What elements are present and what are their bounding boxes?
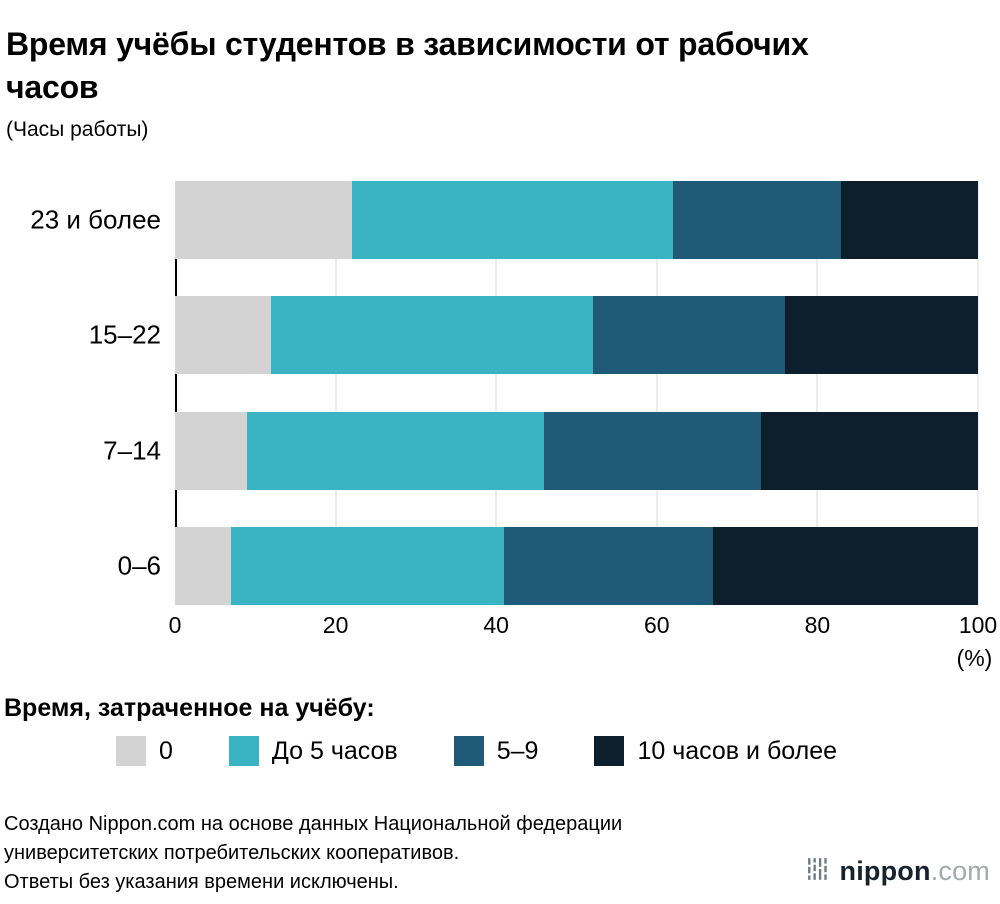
legend-label: 10 часов и более bbox=[637, 736, 838, 765]
bar-segment bbox=[271, 296, 593, 375]
category-label: 0–6 bbox=[117, 550, 161, 581]
category-label: 23 и более bbox=[30, 204, 161, 235]
x-tick-label: 80 bbox=[804, 612, 831, 638]
source-note-line: Создано Nippon.com на основе данных Наци… bbox=[4, 813, 623, 835]
bar-segment bbox=[247, 411, 545, 490]
bar-segment bbox=[231, 526, 505, 605]
category-label: 15–22 bbox=[88, 319, 161, 350]
legend-title: Время, затраченное на учёбу: bbox=[4, 694, 375, 722]
bar-segment bbox=[351, 181, 673, 259]
x-axis: (%) 0 20 40 60 80 100 bbox=[169, 612, 998, 682]
stacked-bar bbox=[175, 411, 978, 490]
bar-segment bbox=[175, 181, 352, 259]
bar-row: 0–6 bbox=[118, 526, 978, 605]
legend-swatch bbox=[453, 736, 484, 766]
legend: 0 До 5 часов 5–9 10 часов и более bbox=[116, 736, 837, 766]
bar-segment bbox=[761, 411, 978, 490]
legend-item: 10 часов и более bbox=[594, 736, 837, 766]
plot-area: 23 и более 15–22 7–14 0–6 bbox=[30, 181, 979, 605]
y-axis-line bbox=[175, 181, 177, 605]
gridlines bbox=[175, 181, 979, 605]
bar-segment bbox=[175, 296, 272, 375]
legend-item: 0 bbox=[116, 736, 173, 766]
nippon-logo-name: nippon bbox=[839, 856, 931, 886]
source-note-line: университетских потребительских кооперат… bbox=[4, 842, 460, 864]
bar-segment bbox=[841, 181, 978, 259]
legend-label: 5–9 bbox=[496, 736, 539, 765]
gridline bbox=[656, 181, 658, 605]
legend-swatch bbox=[594, 736, 625, 766]
nippon-logo-suffix: .com bbox=[930, 856, 990, 886]
x-tick-label: 20 bbox=[322, 612, 349, 638]
bar-segment bbox=[672, 181, 842, 259]
bar-segment bbox=[544, 411, 762, 490]
nippon-logo-text: nippon.com bbox=[840, 856, 990, 887]
x-tick-label: 100 bbox=[958, 612, 998, 638]
gridline bbox=[495, 181, 497, 605]
bar-row: 15–22 bbox=[89, 296, 978, 375]
legend-item: До 5 часов bbox=[228, 736, 398, 766]
bar-row: 23 и более bbox=[30, 181, 978, 259]
stacked-bar bbox=[175, 296, 978, 375]
x-tick-label: 0 bbox=[168, 612, 182, 638]
bar-segment bbox=[785, 296, 978, 375]
x-tick-label: 60 bbox=[644, 612, 670, 638]
bar-segment bbox=[712, 526, 978, 605]
bar-rows: 23 и более 15–22 7–14 0–6 bbox=[30, 181, 978, 605]
source-note: Создано Nippon.com на основе данных Наци… bbox=[4, 810, 622, 897]
legend-label: До 5 часов bbox=[271, 736, 398, 765]
gridline bbox=[335, 181, 337, 605]
nippon-logo-mark-icon bbox=[806, 856, 832, 887]
category-label: 7–14 bbox=[103, 435, 161, 466]
y-axis-units-label: (Часы работы) bbox=[6, 118, 149, 141]
page-title: Время учёбы студентов в зависимости от р… bbox=[6, 26, 809, 105]
x-axis-unit-label: (%) bbox=[956, 645, 993, 671]
gridline bbox=[816, 181, 818, 605]
stacked-bar bbox=[175, 526, 978, 605]
legend-swatch bbox=[228, 736, 259, 766]
stacked-bar bbox=[175, 181, 978, 259]
bar-segment bbox=[504, 526, 713, 605]
legend-item: 5–9 bbox=[453, 736, 539, 766]
legend-label: 0 bbox=[159, 736, 173, 765]
bar-segment bbox=[175, 526, 232, 605]
source-note-line: Ответы без указания времени исключены. bbox=[4, 871, 399, 893]
nippon-logo: nippon.com bbox=[806, 856, 990, 887]
legend-swatch bbox=[116, 736, 146, 766]
x-tick-label: 40 bbox=[483, 612, 509, 638]
gridline bbox=[977, 181, 979, 605]
bar-segment bbox=[592, 296, 786, 375]
bar-segment bbox=[175, 411, 248, 490]
bar-row: 7–14 bbox=[103, 411, 978, 490]
